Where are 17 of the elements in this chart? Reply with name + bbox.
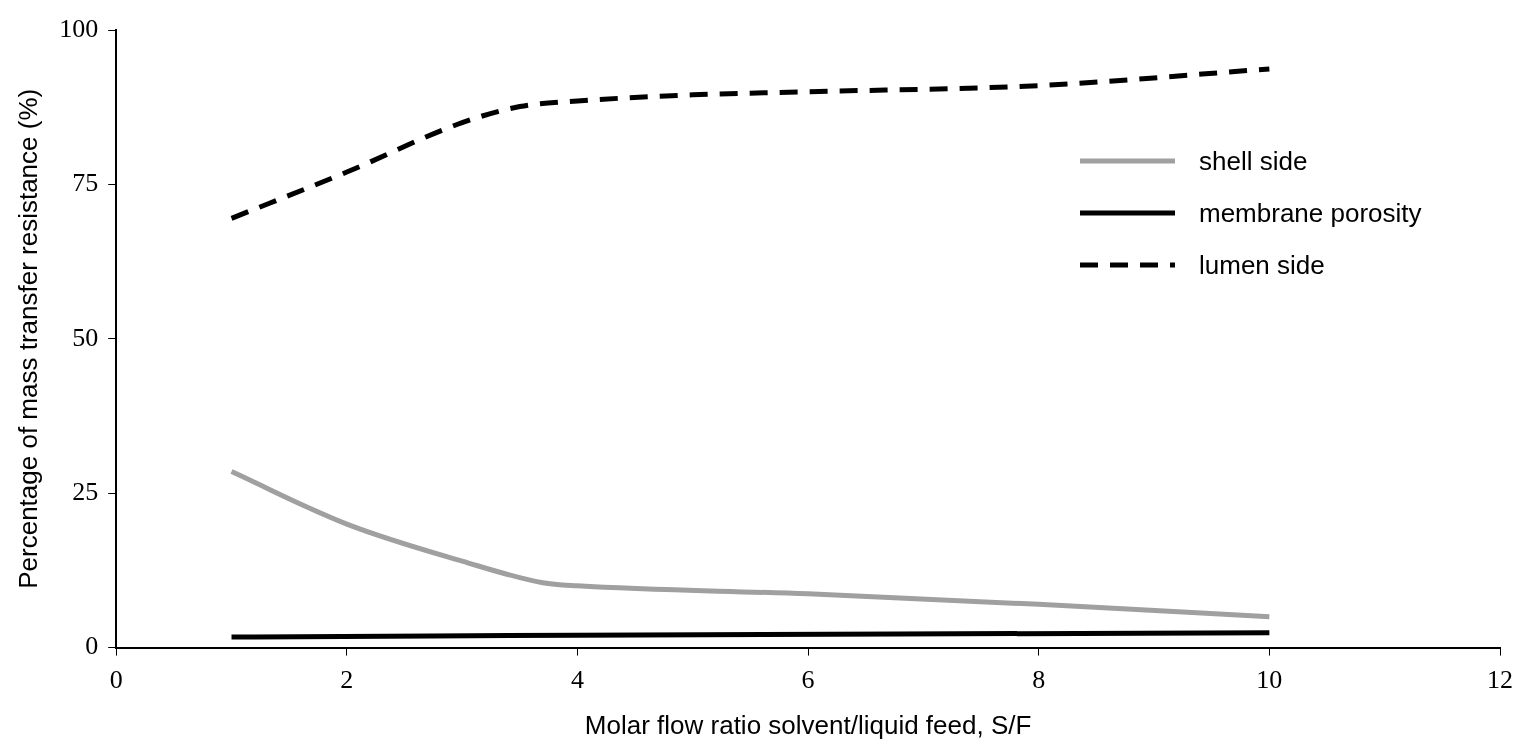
y-tick-label: 50 (72, 322, 99, 352)
y-tick-label: 75 (72, 168, 99, 198)
x-tick-label: 4 (570, 665, 584, 695)
x-tick-label: 12 (1487, 665, 1513, 695)
x-tick-label: 0 (109, 665, 123, 695)
legend-label: lumen side (1199, 249, 1325, 281)
x-tick-label: 2 (340, 665, 354, 695)
y-axis-title: Percentage of mass transfer resistance (%) (12, 88, 43, 589)
x-tick-label: 10 (1256, 665, 1283, 695)
x-tick-label: 8 (1032, 665, 1046, 695)
x-axis-title: Molar flow ratio solvent/liquid feed, S/F (584, 709, 1032, 740)
legend-label: membrane porosity (1199, 197, 1422, 229)
y-tick-label: 0 (85, 631, 99, 661)
legend-label: shell side (1199, 145, 1308, 177)
y-tick-label: 25 (72, 477, 99, 507)
x-tick-label: 6 (801, 665, 815, 695)
y-tick-label: 100 (59, 13, 99, 43)
